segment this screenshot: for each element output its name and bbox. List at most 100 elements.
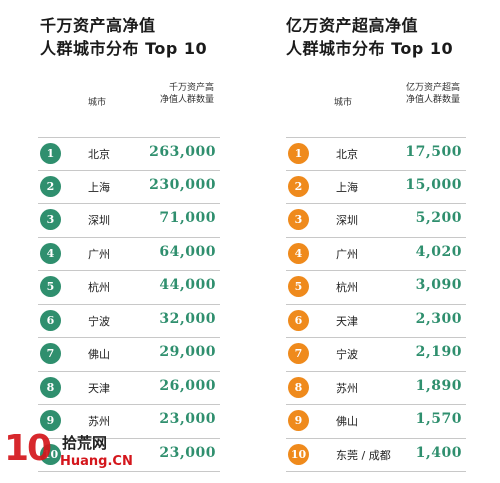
- count-cell: 263,000: [149, 144, 216, 160]
- city-cell: 深圳: [88, 214, 110, 227]
- right-table: 1 北京 17,500 2 上海 15,000 3 深圳 5,200 4 广州 …: [286, 137, 466, 472]
- rank-badge: 4: [288, 242, 309, 264]
- table-row: 6 天津 2,300: [286, 305, 466, 338]
- count-cell: 2,190: [415, 344, 462, 360]
- city-cell: 天津: [336, 314, 358, 328]
- city-cell: 广州: [336, 247, 358, 261]
- city-cell: 上海: [336, 180, 358, 194]
- count-cell: 71,000: [159, 210, 216, 226]
- rank-badge: 8: [40, 376, 61, 398]
- city-cell: 天津: [88, 381, 110, 395]
- count-cell: 5,200: [415, 210, 462, 226]
- table-row: 3 深圳 71,000: [38, 204, 220, 238]
- city-cell: 杭州: [88, 281, 110, 294]
- right-header-count-line1: 亿万资产超高: [405, 83, 460, 93]
- left-table: 1 北京 263,000 2 上海 230,000 3 深圳 71,000 4 …: [38, 137, 220, 472]
- right-panel: 亿万资产超高净值 人群城市分布 Top 10 城市 亿万资产超高 净值人群数量 …: [250, 0, 490, 483]
- count-cell: 44,000: [159, 277, 216, 293]
- city-cell: 北京: [336, 148, 358, 161]
- rank-badge: 5: [288, 276, 309, 297]
- count-cell: 2,300: [415, 310, 462, 327]
- count-cell: 32,000: [159, 310, 216, 327]
- rank-badge: 3: [288, 209, 309, 230]
- left-header-count: 千万资产高 净值人群数量: [130, 82, 214, 106]
- table-row: 1 北京 17,500: [286, 137, 466, 171]
- city-cell: 北京: [88, 148, 110, 161]
- rank-badge: 9: [288, 410, 309, 431]
- count-cell: 26,000: [159, 377, 216, 394]
- table-row: 8 苏州 1,890: [286, 372, 466, 405]
- count-cell: 1,570: [415, 411, 462, 427]
- table-row: 5 杭州 44,000: [38, 271, 220, 305]
- left-header-count-line1: 千万资产高: [168, 83, 214, 93]
- rank-badge: 2: [40, 175, 61, 197]
- table-row: 7 宁波 2,190: [286, 338, 466, 372]
- city-cell: 佛山: [336, 415, 358, 428]
- table-row: 3 深圳 5,200: [286, 204, 466, 238]
- city-cell: 上海: [88, 180, 110, 194]
- city-cell: 佛山: [88, 348, 110, 361]
- rank-badge: 6: [288, 309, 309, 331]
- table-row: 10 23,000: [38, 439, 220, 472]
- city-cell: 宁波: [336, 348, 358, 361]
- count-cell: 29,000: [159, 344, 216, 360]
- table-row: 8 天津 26,000: [38, 372, 220, 405]
- right-header-count: 亿万资产超高 净值人群数量: [378, 82, 460, 106]
- table-row: 5 杭州 3,090: [286, 271, 466, 305]
- city-cell: 深圳: [336, 214, 358, 227]
- table-row: 9 佛山 1,570: [286, 405, 466, 439]
- left-header-city: 城市: [88, 98, 107, 108]
- city-cell: 宁波: [88, 314, 110, 328]
- table-row: 4 广州 64,000: [38, 238, 220, 271]
- rank-badge: 10: [288, 443, 309, 465]
- rank-badge: 10: [40, 443, 61, 465]
- right-header-count-line2: 净值人群数量: [405, 95, 460, 105]
- table-row: 2 上海 15,000: [286, 171, 466, 204]
- city-cell: 广州: [88, 247, 110, 261]
- table-row: 4 广州 4,020: [286, 238, 466, 271]
- rank-badge: 4: [40, 242, 61, 264]
- watermark-text-en: Huang.CN: [60, 454, 133, 469]
- count-cell: 1,400: [415, 444, 462, 461]
- rank-badge: 1: [288, 143, 309, 164]
- city-cell: 东莞 / 成都: [336, 448, 391, 462]
- right-title: 亿万资产超高净值 人群城市分布 Top 10: [286, 14, 496, 60]
- right-title-line1: 亿万资产超高净值: [286, 16, 419, 35]
- city-cell: 杭州: [336, 281, 358, 294]
- table-row: 10 东莞 / 成都 1,400: [286, 439, 466, 472]
- count-cell: 23,000: [159, 411, 216, 427]
- count-cell: 15,000: [405, 176, 462, 193]
- right-title-line2: 人群城市分布 Top 10: [286, 39, 454, 58]
- count-cell: 1,890: [415, 377, 462, 394]
- rank-badge: 7: [40, 343, 61, 364]
- table-row: 6 宁波 32,000: [38, 305, 220, 338]
- count-cell: 64,000: [159, 243, 216, 260]
- rank-badge: 6: [40, 309, 61, 331]
- right-header-city: 城市: [334, 98, 353, 108]
- count-cell: 3,090: [415, 277, 462, 293]
- count-cell: 4,020: [415, 243, 462, 260]
- rank-badge: 9: [40, 410, 61, 431]
- rank-badge: 1: [40, 143, 61, 164]
- count-cell: 17,500: [405, 144, 462, 160]
- left-title-line2: 人群城市分布 Top 10: [40, 39, 208, 58]
- table-row: 7 佛山 29,000: [38, 338, 220, 372]
- table-row: 2 上海 230,000: [38, 171, 220, 204]
- city-cell: 苏州: [336, 381, 358, 395]
- rank-badge: 7: [288, 343, 309, 364]
- rank-badge: 5: [40, 276, 61, 297]
- table-row: 9 苏州 23,000: [38, 405, 220, 439]
- left-title-line1: 千万资产高净值: [40, 16, 156, 35]
- watermark-text-cn: 拾荒网: [62, 434, 108, 452]
- count-cell: 23,000: [159, 444, 216, 461]
- rank-badge: 3: [40, 209, 61, 230]
- left-title: 千万资产高净值 人群城市分布 Top 10: [40, 14, 250, 60]
- watermark-mark: 10: [4, 428, 52, 469]
- rank-badge: 2: [288, 175, 309, 197]
- left-header-count-line2: 净值人群数量: [159, 95, 214, 105]
- left-panel: 千万资产高净值 人群城市分布 Top 10 城市 千万资产高 净值人群数量 1 …: [0, 0, 240, 483]
- city-cell: 苏州: [88, 415, 110, 428]
- watermark-logo: 10 拾荒网 Huang.CN: [4, 426, 154, 482]
- count-cell: 230,000: [149, 176, 216, 193]
- rank-badge: 8: [288, 376, 309, 398]
